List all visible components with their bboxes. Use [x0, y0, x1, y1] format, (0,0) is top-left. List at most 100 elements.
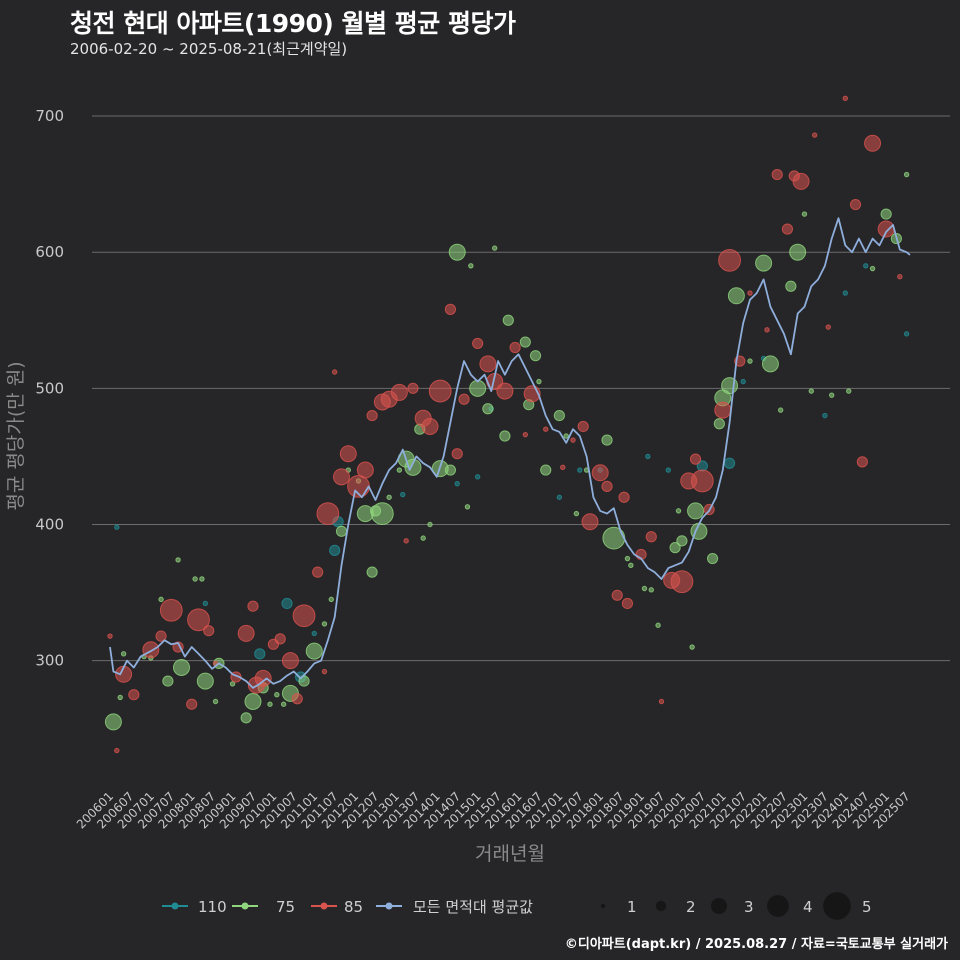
grid-lines [92, 115, 950, 662]
data-point-85 [186, 698, 198, 710]
chart-title: 청전 현대 아파트(1990) 월별 평균 평당가 [70, 9, 516, 38]
legend-swatch-dot [385, 902, 393, 910]
data-point-75 [573, 510, 580, 517]
data-point-110 [645, 453, 651, 460]
data-point-75 [305, 642, 323, 660]
data-point-75 [335, 525, 348, 537]
data-point-110 [903, 331, 910, 337]
data-point-110 [400, 491, 406, 498]
data-point-75 [274, 691, 280, 698]
x-axis-label: 거래년월 [475, 843, 545, 865]
data-point-75 [499, 430, 511, 442]
data-point-75 [675, 508, 682, 514]
data-point-75 [761, 355, 779, 373]
data-point-85 [618, 491, 630, 503]
data-point-75 [869, 265, 876, 272]
size-legend-circle [711, 898, 727, 914]
data-point-85 [281, 652, 299, 670]
legend-swatch-dot [171, 902, 179, 910]
data-point-75 [196, 672, 214, 690]
data-point-85 [247, 600, 259, 612]
data-point-85 [764, 327, 770, 333]
data-point-75 [192, 576, 198, 582]
data-point-75 [706, 552, 719, 565]
legend-label: 75 [276, 898, 295, 916]
data-point-110 [254, 648, 266, 660]
data-point-85 [714, 401, 732, 419]
data-point-75 [655, 622, 661, 628]
data-point-75 [601, 434, 613, 446]
size-legend-circle [655, 900, 667, 912]
data-point-85 [366, 409, 378, 422]
data-point-110 [329, 544, 341, 556]
data-point-85 [560, 464, 566, 471]
y-tick-label: 600 [35, 243, 64, 261]
average-line-group [109, 217, 911, 689]
data-point-85 [581, 513, 599, 531]
data-point-75 [563, 433, 569, 439]
data-point-110 [281, 597, 293, 610]
data-point-75 [641, 585, 648, 592]
data-point-75 [212, 698, 219, 705]
data-point-75 [540, 464, 552, 476]
data-point-85 [187, 608, 210, 632]
data-point-85 [825, 324, 831, 330]
data-point-75 [777, 407, 784, 413]
data-point-75 [328, 596, 334, 603]
data-point-75 [536, 378, 542, 385]
legend: 110 75 85 모든 면적대 평균값 1 2 3 4 5 [162, 892, 872, 920]
data-point-75 [444, 464, 457, 476]
data-point-85 [577, 420, 589, 433]
data-point-75 [267, 701, 273, 707]
y-tick-label: 700 [35, 107, 64, 125]
data-point-85 [496, 382, 514, 400]
data-point-85 [451, 448, 463, 460]
x-axis-ticks: 2006012006072007012007072008012008072009… [74, 789, 913, 831]
data-point-75 [602, 526, 626, 550]
data-point-75 [468, 263, 474, 269]
data-point-75 [829, 392, 835, 398]
data-point-85 [421, 417, 439, 435]
data-point-110 [202, 600, 209, 607]
data-point-75 [689, 644, 695, 650]
y-tick-label: 400 [35, 516, 64, 534]
data-point-85 [128, 689, 140, 701]
data-point-75 [120, 651, 127, 657]
data-point-75 [321, 621, 328, 627]
y-tick-label: 500 [35, 379, 64, 397]
data-point-110 [863, 263, 869, 269]
data-point-85 [142, 641, 160, 659]
data-point-75 [244, 693, 262, 710]
data-point-110 [311, 630, 317, 637]
data-point-110 [454, 480, 460, 487]
size-legend-circle [600, 903, 606, 909]
data-point-75 [529, 350, 542, 362]
data-point-75 [785, 280, 797, 292]
data-point-75 [240, 712, 252, 724]
legend-swatch-dot [241, 902, 249, 910]
data-point-85 [339, 445, 357, 463]
source-credit: ©디아파트(dapt.kr) / 2025.08.27 / 자료=국토교통부 실… [564, 937, 948, 952]
data-point-85 [856, 456, 868, 468]
data-point-75 [366, 566, 378, 578]
data-point-85 [292, 604, 316, 628]
data-point-85 [444, 303, 457, 315]
data-point-75 [229, 681, 236, 687]
data-point-85 [159, 598, 183, 622]
data-point-110 [723, 457, 736, 469]
data-point-85 [312, 566, 324, 578]
data-point-85 [509, 341, 521, 354]
legend-label: 110 [198, 898, 227, 916]
data-point-75 [624, 555, 631, 562]
data-point-75 [628, 562, 634, 569]
data-point-110 [114, 524, 120, 530]
data-point-110 [556, 494, 563, 500]
data-point-75 [280, 701, 287, 707]
data-point-85 [428, 379, 452, 403]
legend-swatch-dot [320, 902, 328, 910]
data-point-85 [645, 531, 657, 543]
data-point-85 [690, 469, 714, 493]
data-point-85 [472, 337, 484, 350]
data-point-75 [519, 336, 531, 348]
data-point-85 [811, 132, 818, 138]
